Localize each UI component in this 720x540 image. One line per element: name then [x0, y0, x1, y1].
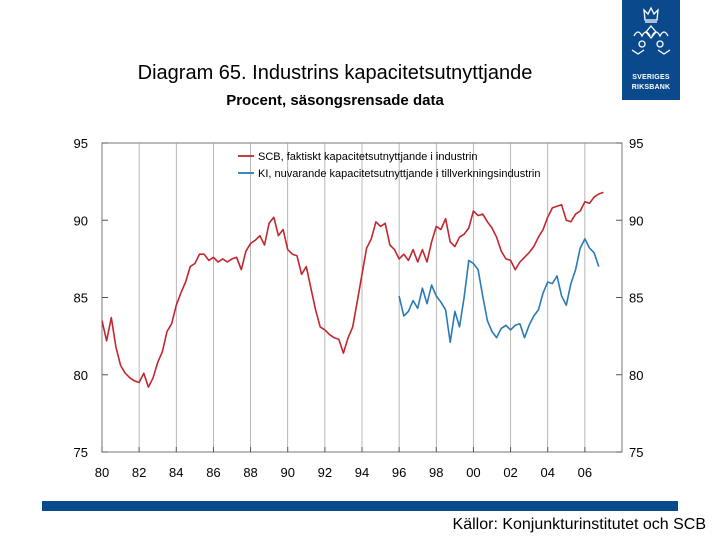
y-tick-label-right: 95 [629, 136, 643, 151]
logo-text-riksbank: RIKSBANK [631, 84, 671, 91]
chart-title: Diagram 65. Industrins kapacitetsutnyttj… [137, 62, 533, 84]
x-tick-label: 98 [429, 465, 443, 480]
y-tick-label-left: 90 [74, 213, 88, 228]
x-tick-label: 86 [206, 465, 220, 480]
x-tick-label: 90 [280, 465, 294, 480]
series-line-ki [398, 238, 600, 344]
y-axis-right: 95 90 85 80 75 [616, 136, 643, 460]
series-lines [101, 191, 604, 388]
y-tick-label-right: 75 [629, 445, 643, 460]
y-tick-label-left: 75 [74, 445, 88, 460]
y-tick-label-right: 90 [629, 213, 643, 228]
y-axis-left: 95 90 85 80 75 [74, 136, 108, 460]
x-tick-label: 94 [355, 465, 369, 480]
x-tick-label: 88 [243, 465, 257, 480]
x-tick-label: 82 [132, 465, 146, 480]
x-tick-label: 84 [169, 465, 183, 480]
y-tick-label-left: 80 [74, 368, 88, 383]
x-tick-label: 02 [503, 465, 517, 480]
y-tick-label-right: 80 [629, 368, 643, 383]
legend-label-ki: KI, nuvarande kapacitetsutnyttjande i ti… [258, 168, 541, 180]
x-axis-ticks: 80 82 84 86 88 90 92 94 96 98 00 02 04 06 [95, 447, 592, 480]
series-line-scb [101, 191, 604, 388]
riksbank-logo: SVERIGES RIKSBANK [622, 0, 680, 100]
x-tick-label: 06 [578, 465, 592, 480]
y-tick-label-right: 85 [629, 291, 643, 306]
chart-subtitle: Procent, säsongsrensade data [226, 92, 444, 109]
x-tick-label: 00 [466, 465, 480, 480]
y-tick-label-left: 85 [74, 291, 88, 306]
logo-text-sveriges: SVERIGES [632, 74, 670, 81]
y-tick-label-left: 95 [74, 136, 88, 151]
gridlines [138, 143, 586, 452]
x-tick-label: 04 [540, 465, 554, 480]
source-note: Källor: Konjunkturinstitutet och SCB [452, 516, 706, 533]
footer-bar [42, 501, 678, 511]
legend-label-scb: SCB, faktiskt kapacitetsutnyttjande i in… [258, 151, 478, 163]
x-tick-label: 80 [95, 465, 109, 480]
legend: SCB, faktiskt kapacitetsutnyttjande i in… [238, 151, 541, 180]
crown-emblem-icon [631, 6, 671, 55]
x-tick-label: 96 [392, 465, 406, 480]
x-tick-label: 92 [318, 465, 332, 480]
